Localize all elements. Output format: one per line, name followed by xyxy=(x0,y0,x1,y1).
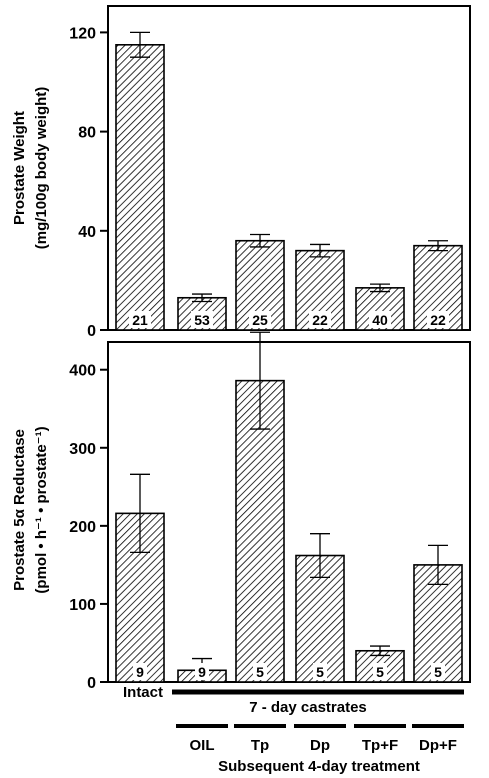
bottom-n-label-4: 5 xyxy=(376,664,384,680)
bottom-ylabel-line1: Prostate 5α Reductase xyxy=(11,429,28,591)
footer-label: Subsequent 4-day treatment xyxy=(218,758,420,775)
top-n-label-bg-3 xyxy=(309,311,331,328)
top-n-label-4: 40 xyxy=(372,312,388,328)
top-n-label-bg-2 xyxy=(249,311,271,328)
treatment-label-OIL: OIL xyxy=(190,737,215,754)
top-n-label-bg-0 xyxy=(129,311,151,328)
top-n-label-0: 21 xyxy=(132,312,148,328)
bottom-bar-Tp xyxy=(235,379,285,683)
intact-label: Intact xyxy=(123,684,163,701)
top-n-label-3: 22 xyxy=(312,312,328,328)
treatment-label-Tp: Tp xyxy=(251,737,269,754)
bottom-n-label-1: 9 xyxy=(198,664,206,680)
bottom-n-label-bg-2 xyxy=(253,663,267,680)
bottom-bars: 9 9 5 5 5 5 xyxy=(115,331,463,683)
bottom-ytick-label-2: 200 xyxy=(69,519,96,536)
top-bars: 21 53 25 22 40 22 xyxy=(115,31,463,331)
top-y-ticks: 0 40 80 120 xyxy=(69,25,108,340)
bottom-ytick-label-3: 300 xyxy=(69,441,96,458)
top-n-label-1: 53 xyxy=(194,312,210,328)
bottom-n-label-bg-0 xyxy=(133,663,147,680)
top-ytick-label-2: 80 xyxy=(78,125,96,142)
top-ytick-label-0: 0 xyxy=(87,323,96,340)
bottom-n-label-5: 5 xyxy=(434,664,442,680)
top-ytick-label-1: 40 xyxy=(78,224,96,241)
top-n-label-bg-5 xyxy=(427,311,449,328)
top-n-label-5: 22 xyxy=(430,312,446,328)
reductase-panel: 0 100 200 300 400 9 9 5 5 5 5 Prostate 5α Reducta… xyxy=(11,331,471,692)
top-n-label-2: 25 xyxy=(252,312,268,328)
bottom-n-label-2: 5 xyxy=(256,664,264,680)
bottom-y-ticks: 0 100 200 300 400 xyxy=(69,363,108,692)
top-bar-Intact xyxy=(115,43,165,331)
treatment-label-Tp+F: Tp+F xyxy=(362,737,398,754)
treatment-label-Dp: Dp xyxy=(310,737,330,754)
top-n-label-bg-1 xyxy=(191,311,213,328)
bottom-panel-frame xyxy=(107,341,471,683)
bottom-n-label-bg-1 xyxy=(195,663,209,680)
bottom-ytick-label-0: 0 xyxy=(87,675,96,692)
top-ytick-label-3: 120 xyxy=(69,25,96,42)
treatment-groups: OIL Tp Dp Tp+F Dp+F xyxy=(176,724,464,754)
top-ylabel-line2: (mg/100g body weight) xyxy=(33,87,50,250)
bottom-n-label-bg-3 xyxy=(313,663,327,680)
bottom-ytick-label-4: 400 xyxy=(69,363,96,380)
bottom-n-label-bg-5 xyxy=(431,663,445,680)
treatment-label-Dp+F: Dp+F xyxy=(419,737,457,754)
top-n-label-bg-4 xyxy=(369,311,391,328)
top-panel-frame xyxy=(107,5,471,331)
prostate-weight-panel: 0 40 80 120 21 53 25 22 40 22 Prostate Weight (m… xyxy=(11,5,471,340)
bottom-ytick-label-1: 100 xyxy=(69,597,96,614)
bottom-ylabel-line2: (pmol • h⁻¹ • prostate⁻¹) xyxy=(33,426,50,593)
castrates-label: 7 - day castrates xyxy=(249,699,367,716)
top-ylabel-line1: Prostate Weight xyxy=(11,111,28,225)
bottom-n-label-3: 5 xyxy=(316,664,324,680)
bottom-n-label-0: 9 xyxy=(136,664,144,680)
bottom-n-label-bg-4 xyxy=(373,663,387,680)
